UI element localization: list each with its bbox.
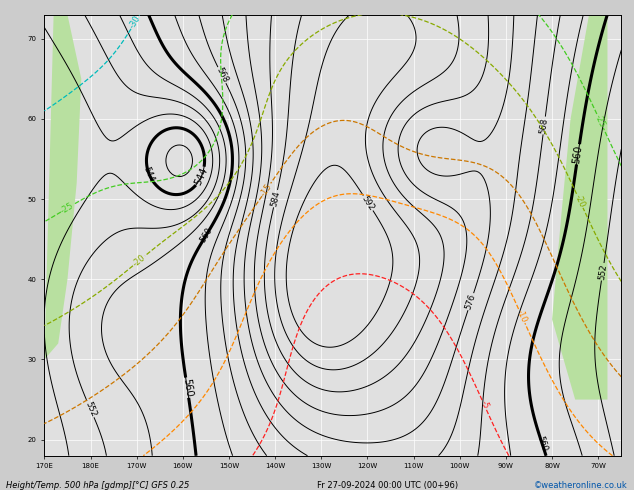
Text: Height/Temp. 500 hPa [gdmp][°C] GFS 0.25: Height/Temp. 500 hPa [gdmp][°C] GFS 0.25 <box>6 481 190 490</box>
Text: 560: 560 <box>572 145 585 164</box>
Polygon shape <box>552 15 607 399</box>
Text: -25: -25 <box>60 201 75 215</box>
Text: -5: -5 <box>479 399 490 410</box>
Text: 552: 552 <box>597 263 608 280</box>
Text: 568: 568 <box>214 66 230 84</box>
Text: Fr 27-09-2024 00:00 UTC (00+96): Fr 27-09-2024 00:00 UTC (00+96) <box>317 481 458 490</box>
Text: ©weatheronline.co.uk: ©weatheronline.co.uk <box>534 481 628 490</box>
Text: 592: 592 <box>360 194 376 212</box>
Text: -10: -10 <box>515 308 529 324</box>
Text: 544: 544 <box>193 166 210 187</box>
Text: 560: 560 <box>198 225 214 244</box>
Text: 560: 560 <box>536 435 549 453</box>
Text: -20: -20 <box>573 193 586 209</box>
Text: 552: 552 <box>83 400 98 418</box>
Text: 544: 544 <box>142 165 157 183</box>
Text: 584: 584 <box>269 190 281 207</box>
Text: -15: -15 <box>259 182 274 198</box>
Text: 576: 576 <box>464 293 477 311</box>
Text: -20: -20 <box>131 253 147 269</box>
Text: -25: -25 <box>593 113 607 129</box>
Text: 568: 568 <box>539 117 550 134</box>
Text: 560: 560 <box>181 378 193 397</box>
Text: -30: -30 <box>127 14 143 30</box>
Polygon shape <box>44 15 81 360</box>
